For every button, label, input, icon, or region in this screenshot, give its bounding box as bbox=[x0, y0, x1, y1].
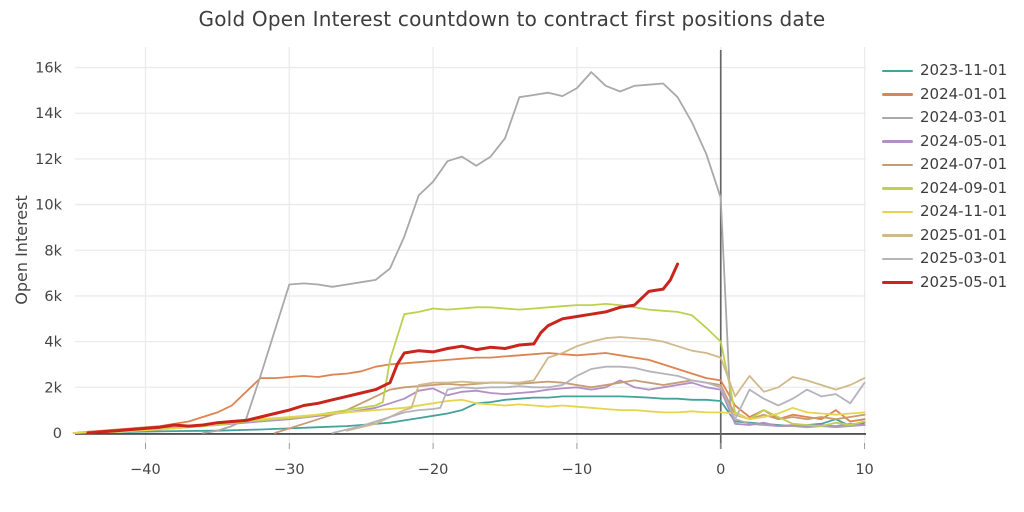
series-line-2024-07-01[interactable] bbox=[273, 379, 866, 434]
legend-line-swatch bbox=[882, 280, 913, 284]
legend-label: 2023-11-01 bbox=[920, 61, 1008, 80]
series-line-2024-09-01[interactable] bbox=[72, 302, 866, 434]
x-tick-−30: −30 bbox=[274, 462, 305, 478]
legend-item-2024-07-01[interactable]: 2024-07-01 bbox=[882, 153, 1007, 177]
legend-line-swatch bbox=[882, 116, 913, 119]
legend-label: 2024-11-01 bbox=[920, 202, 1008, 221]
legend-item-2025-05-01[interactable]: 2025-05-01 bbox=[882, 271, 1007, 295]
y-tick-8k: 8k bbox=[44, 243, 62, 259]
legend-line-swatch bbox=[882, 234, 913, 237]
y-tick-2k: 2k bbox=[44, 380, 62, 396]
legend-item-2024-05-01[interactable]: 2024-05-01 bbox=[882, 130, 1007, 154]
legend-label: 2025-05-01 bbox=[920, 272, 1008, 291]
y-tick-6k: 6k bbox=[44, 289, 62, 305]
x-tick-10: 10 bbox=[855, 462, 873, 478]
y-axis-title: Open Interest bbox=[12, 195, 31, 304]
legend-item-2024-03-01[interactable]: 2024-03-01 bbox=[882, 106, 1007, 130]
y-tick-16k: 16k bbox=[35, 61, 62, 77]
legend-label: 2024-01-01 bbox=[920, 84, 1008, 103]
series-line-2025-03-01[interactable] bbox=[331, 365, 866, 434]
legend-label: 2025-01-01 bbox=[920, 225, 1008, 244]
legend-line-swatch bbox=[882, 140, 913, 143]
legend: 2023-11-01 2024-01-01 2024-03-01 2024-05-01… bbox=[882, 59, 1007, 294]
legend-item-2024-01-01[interactable]: 2024-01-01 bbox=[882, 83, 1007, 107]
legend-item-2023-11-01[interactable]: 2023-11-01 bbox=[882, 59, 1007, 83]
legend-label: 2024-03-01 bbox=[920, 108, 1008, 127]
legend-item-2025-01-01[interactable]: 2025-01-01 bbox=[882, 224, 1007, 248]
legend-item-2024-11-01[interactable]: 2024-11-01 bbox=[882, 200, 1007, 224]
x-tick-−10: −10 bbox=[562, 462, 593, 478]
x-tick-0: 0 bbox=[716, 462, 725, 478]
series-line-2025-01-01[interactable] bbox=[345, 336, 866, 432]
legend-label: 2025-03-01 bbox=[920, 249, 1008, 268]
chart-title: Gold Open Interest countdown to contract… bbox=[198, 7, 826, 31]
y-tick-4k: 4k bbox=[44, 335, 62, 351]
x-tick-−40: −40 bbox=[130, 462, 161, 478]
x-tick-−20: −20 bbox=[418, 462, 449, 478]
series-lines bbox=[72, 71, 866, 435]
legend-label: 2024-07-01 bbox=[920, 155, 1008, 174]
legend-label: 2024-09-01 bbox=[920, 178, 1008, 197]
series-line-2024-11-01[interactable] bbox=[72, 398, 866, 434]
legend-line-swatch bbox=[882, 257, 913, 260]
series-line-2024-01-01[interactable] bbox=[72, 352, 866, 434]
legend-line-swatch bbox=[882, 210, 913, 213]
legend-line-swatch bbox=[882, 93, 913, 96]
y-tick-14k: 14k bbox=[35, 106, 62, 122]
legend-line-swatch bbox=[882, 163, 913, 166]
y-tick-12k: 12k bbox=[35, 152, 62, 168]
y-tick-0: 0 bbox=[53, 426, 62, 442]
legend-label: 2024-05-01 bbox=[920, 131, 1008, 150]
legend-line-swatch bbox=[882, 187, 913, 190]
legend-line-swatch bbox=[882, 69, 913, 72]
y-tick-10k: 10k bbox=[35, 198, 62, 214]
x-tick-marks bbox=[144, 443, 866, 449]
series-line-2025-05-01[interactable] bbox=[86, 262, 680, 435]
legend-item-2025-03-01[interactable]: 2025-03-01 bbox=[882, 247, 1007, 271]
legend-item-2024-09-01[interactable]: 2024-09-01 bbox=[882, 177, 1007, 201]
